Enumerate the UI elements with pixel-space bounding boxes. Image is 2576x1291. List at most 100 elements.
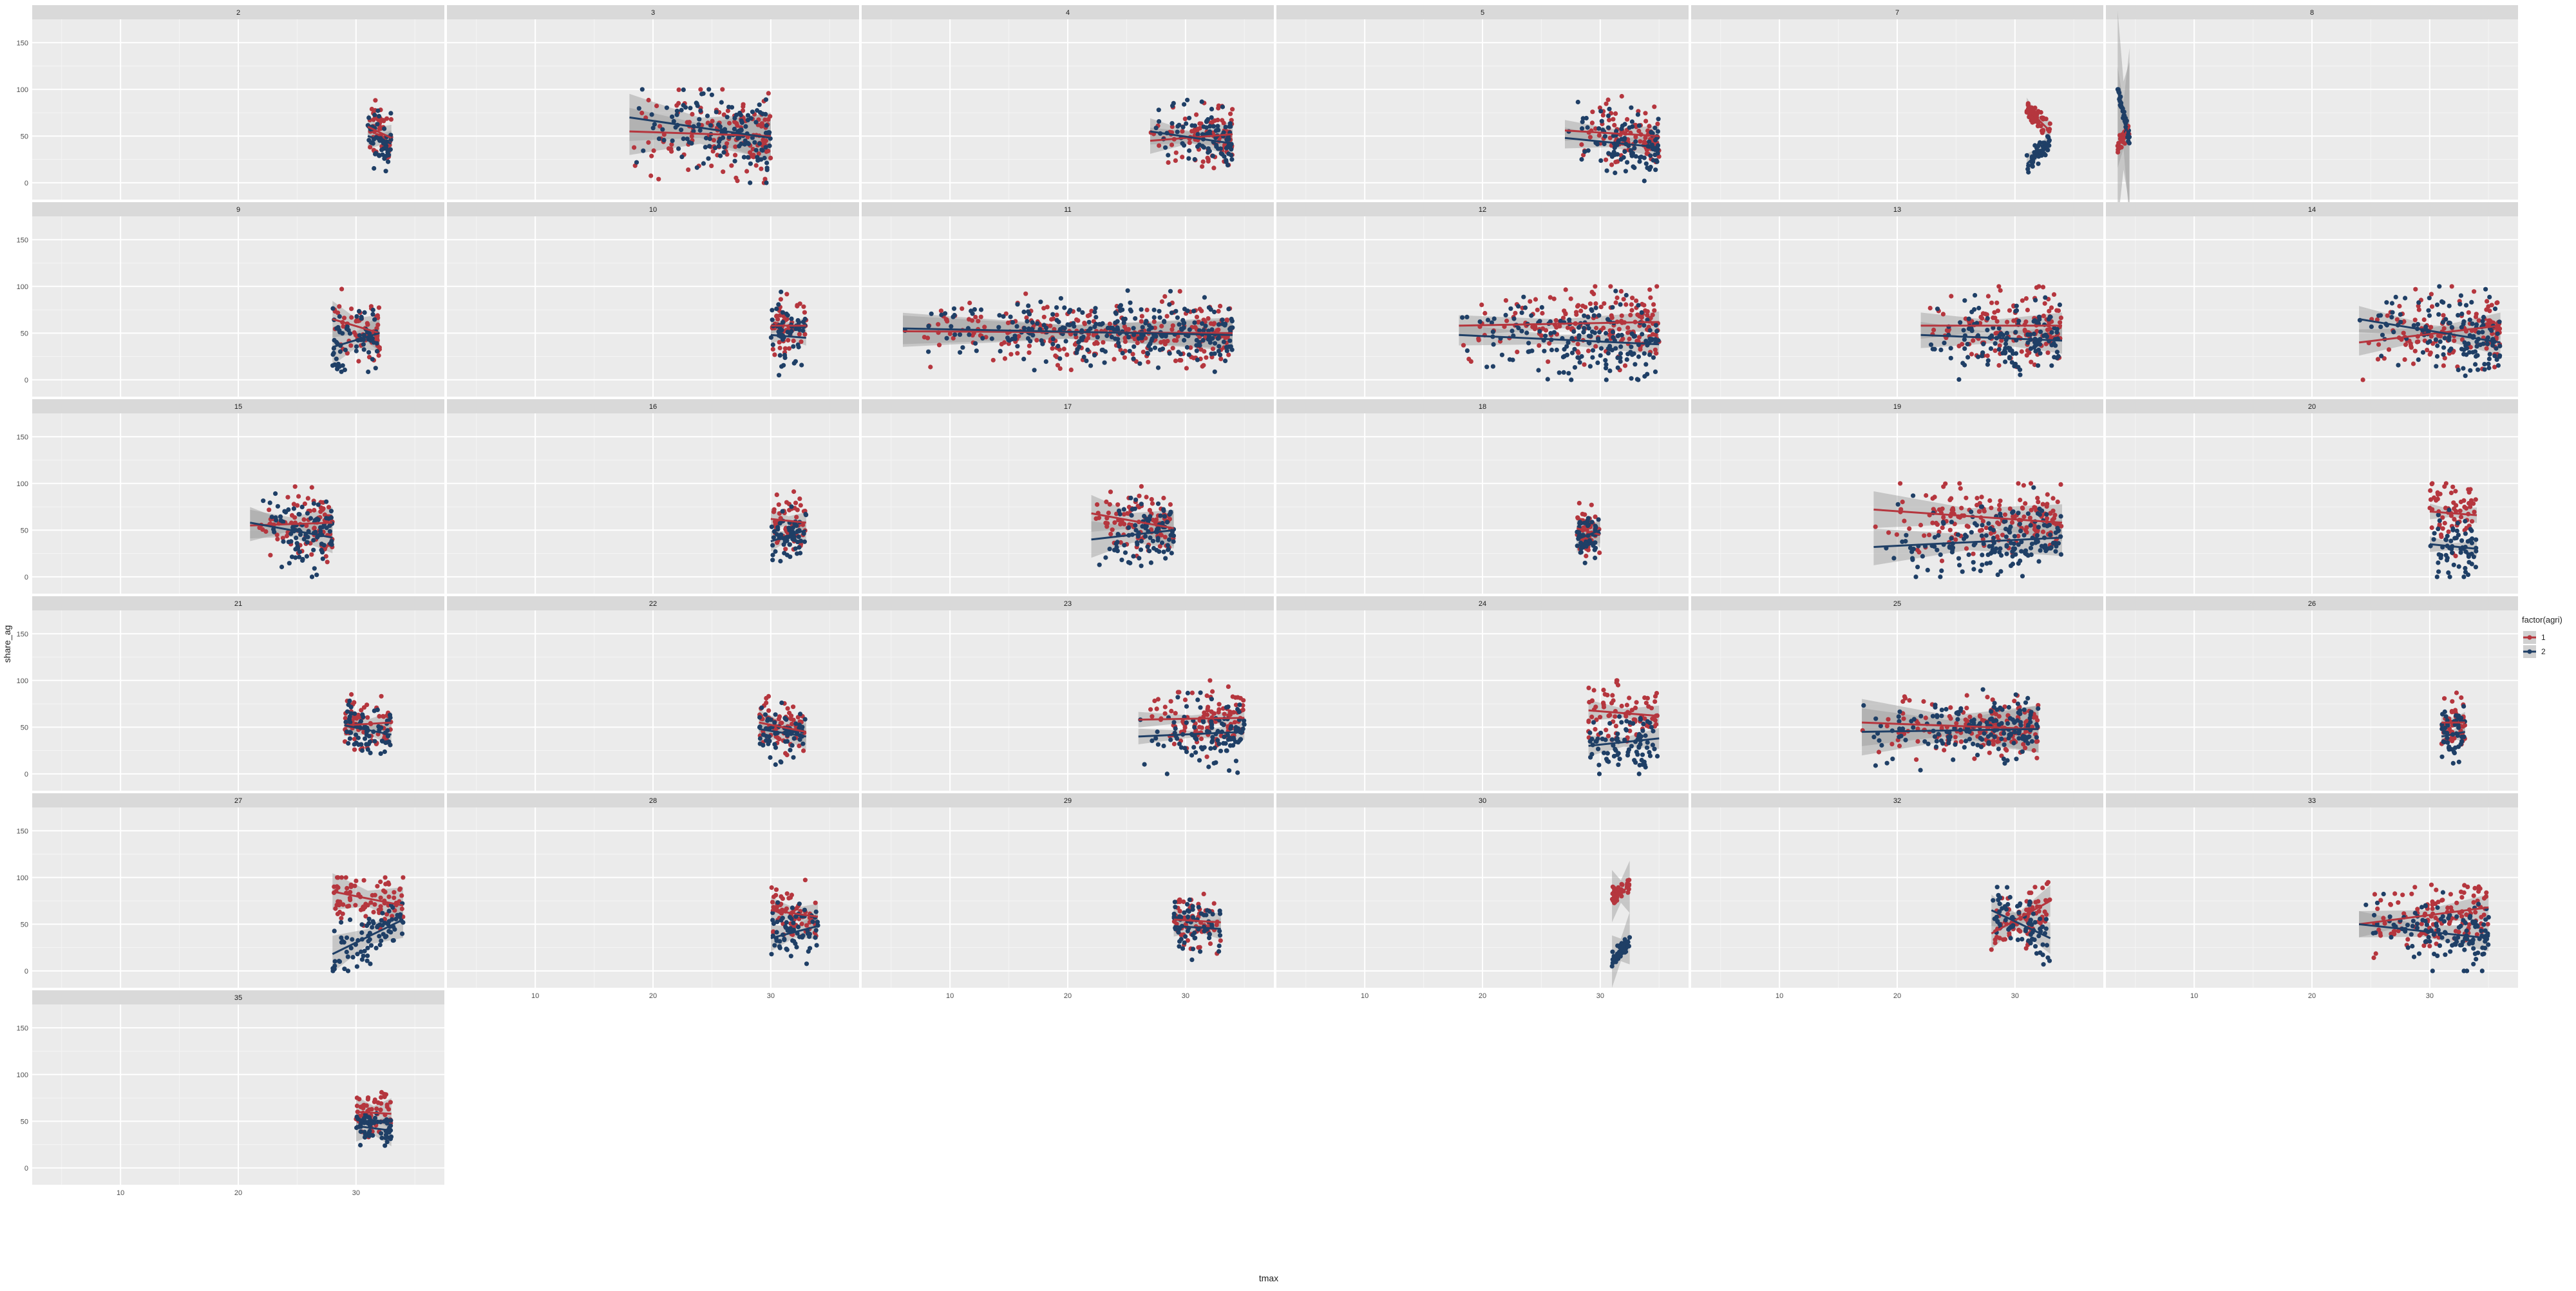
point-agri-1 — [1122, 355, 1127, 360]
point-agri-2 — [2486, 366, 2491, 370]
point-agri-2 — [2464, 303, 2468, 308]
point-agri-1 — [1554, 325, 1558, 330]
point-agri-2 — [354, 733, 358, 737]
point-agri-1 — [2117, 133, 2122, 138]
point-agri-1 — [1941, 312, 1946, 316]
point-agri-1 — [1647, 287, 1652, 292]
point-agri-2 — [733, 159, 737, 164]
point-agri-2 — [1597, 330, 1602, 334]
point-agri-2 — [1575, 543, 1580, 548]
point-agri-2 — [990, 336, 994, 341]
point-agri-2 — [1962, 337, 1967, 342]
point-agri-1 — [1643, 111, 1647, 115]
point-agri-2 — [1642, 351, 1647, 355]
point-agri-1 — [1964, 546, 1969, 551]
point-agri-2 — [764, 734, 769, 739]
point-agri-2 — [2398, 312, 2403, 317]
point-agri-2 — [1969, 326, 1974, 331]
point-agri-2 — [293, 555, 298, 560]
point-agri-1 — [2003, 513, 2007, 517]
point-agri-1 — [2430, 305, 2434, 309]
point-agri-2 — [761, 111, 765, 116]
panel-8: 8 — [2106, 5, 2518, 224]
point-agri-1 — [2467, 310, 2471, 315]
point-agri-2 — [1223, 359, 1227, 363]
point-agri-2 — [1168, 737, 1173, 742]
point-agri-2 — [1605, 169, 1609, 173]
point-agri-2 — [1969, 509, 1973, 514]
point-agri-2 — [2457, 564, 2461, 569]
point-agri-1 — [2454, 554, 2458, 558]
point-agri-1 — [370, 107, 374, 111]
point-agri-2 — [1526, 341, 1531, 345]
point-agri-1 — [793, 501, 798, 505]
point-agri-2 — [1991, 549, 1996, 554]
point-agri-1 — [2472, 289, 2476, 294]
point-agri-2 — [1640, 728, 1645, 733]
point-agri-1 — [377, 353, 381, 358]
point-agri-2 — [789, 317, 793, 321]
point-agri-2 — [320, 550, 325, 554]
point-agri-1 — [1993, 348, 1998, 353]
point-agri-2 — [1588, 755, 1593, 760]
point-agri-2 — [798, 737, 802, 742]
point-agri-1 — [1634, 700, 1639, 704]
point-agri-1 — [790, 722, 794, 726]
facet-label: 4 — [1066, 9, 1070, 17]
point-agri-2 — [1092, 310, 1097, 314]
point-agri-2 — [1591, 720, 1596, 724]
point-agri-2 — [306, 535, 310, 540]
point-agri-1 — [1980, 495, 1984, 499]
point-agri-1 — [1897, 744, 1902, 748]
point-agri-2 — [328, 529, 332, 534]
point-agri-2 — [1960, 569, 1965, 574]
point-agri-2 — [1997, 550, 2002, 554]
point-agri-2 — [1911, 493, 1915, 498]
point-agri-2 — [1208, 124, 1212, 129]
point-agri-2 — [1464, 315, 1469, 319]
point-agri-1 — [1931, 328, 1936, 332]
point-agri-1 — [2429, 325, 2433, 330]
point-agri-1 — [1145, 308, 1150, 312]
point-agri-2 — [1227, 768, 1231, 773]
point-agri-2 — [1537, 329, 1542, 334]
point-agri-2 — [1139, 539, 1144, 543]
point-agri-1 — [1200, 364, 1205, 368]
point-agri-2 — [1981, 342, 1985, 346]
point-agri-1 — [1206, 708, 1210, 712]
point-agri-1 — [649, 173, 653, 178]
point-agri-2 — [1627, 126, 1632, 130]
point-agri-1 — [1108, 322, 1112, 326]
point-agri-2 — [2036, 162, 2040, 166]
point-agri-2 — [1998, 569, 2003, 574]
point-agri-2 — [1156, 502, 1160, 506]
point-agri-2 — [773, 762, 778, 767]
point-agri-2 — [1956, 532, 1960, 537]
point-agri-2 — [1637, 771, 1642, 776]
point-agri-2 — [334, 340, 339, 344]
point-agri-1 — [2453, 489, 2458, 493]
point-agri-2 — [2045, 134, 2050, 138]
point-agri-2 — [1187, 148, 1191, 153]
point-agri-1 — [1075, 318, 1080, 323]
point-agri-1 — [686, 167, 690, 172]
point-agri-2 — [1653, 153, 1657, 157]
point-agri-2 — [771, 343, 775, 347]
point-agri-2 — [2434, 364, 2438, 368]
point-agri-1 — [729, 164, 734, 168]
point-agri-2 — [696, 122, 701, 127]
point-agri-2 — [2004, 552, 2009, 556]
point-agri-2 — [1577, 521, 1582, 525]
point-agri-2 — [1222, 323, 1227, 328]
point-agri-1 — [1217, 710, 1221, 715]
point-agri-2 — [1021, 357, 1026, 361]
point-agri-1 — [2451, 500, 2456, 505]
point-agri-2 — [1561, 355, 1566, 359]
point-agri-2 — [1491, 364, 1495, 369]
point-agri-2 — [1087, 320, 1092, 325]
point-agri-2 — [1604, 366, 1608, 370]
point-agri-1 — [2417, 308, 2421, 312]
point-agri-2 — [2049, 546, 2053, 551]
point-agri-2 — [1213, 341, 1217, 346]
point-agri-2 — [379, 751, 383, 756]
